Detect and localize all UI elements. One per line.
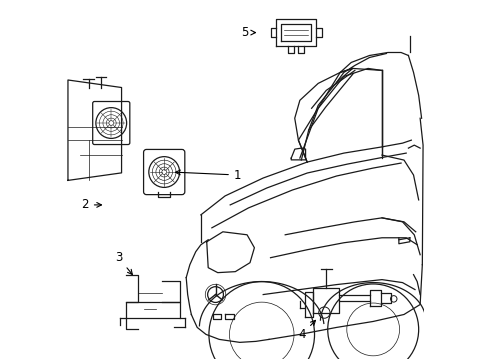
Text: 2: 2 [81,198,102,211]
Text: 5: 5 [241,26,255,39]
Text: 3: 3 [115,251,132,274]
Text: 4: 4 [298,320,315,341]
Text: 1: 1 [175,168,241,181]
